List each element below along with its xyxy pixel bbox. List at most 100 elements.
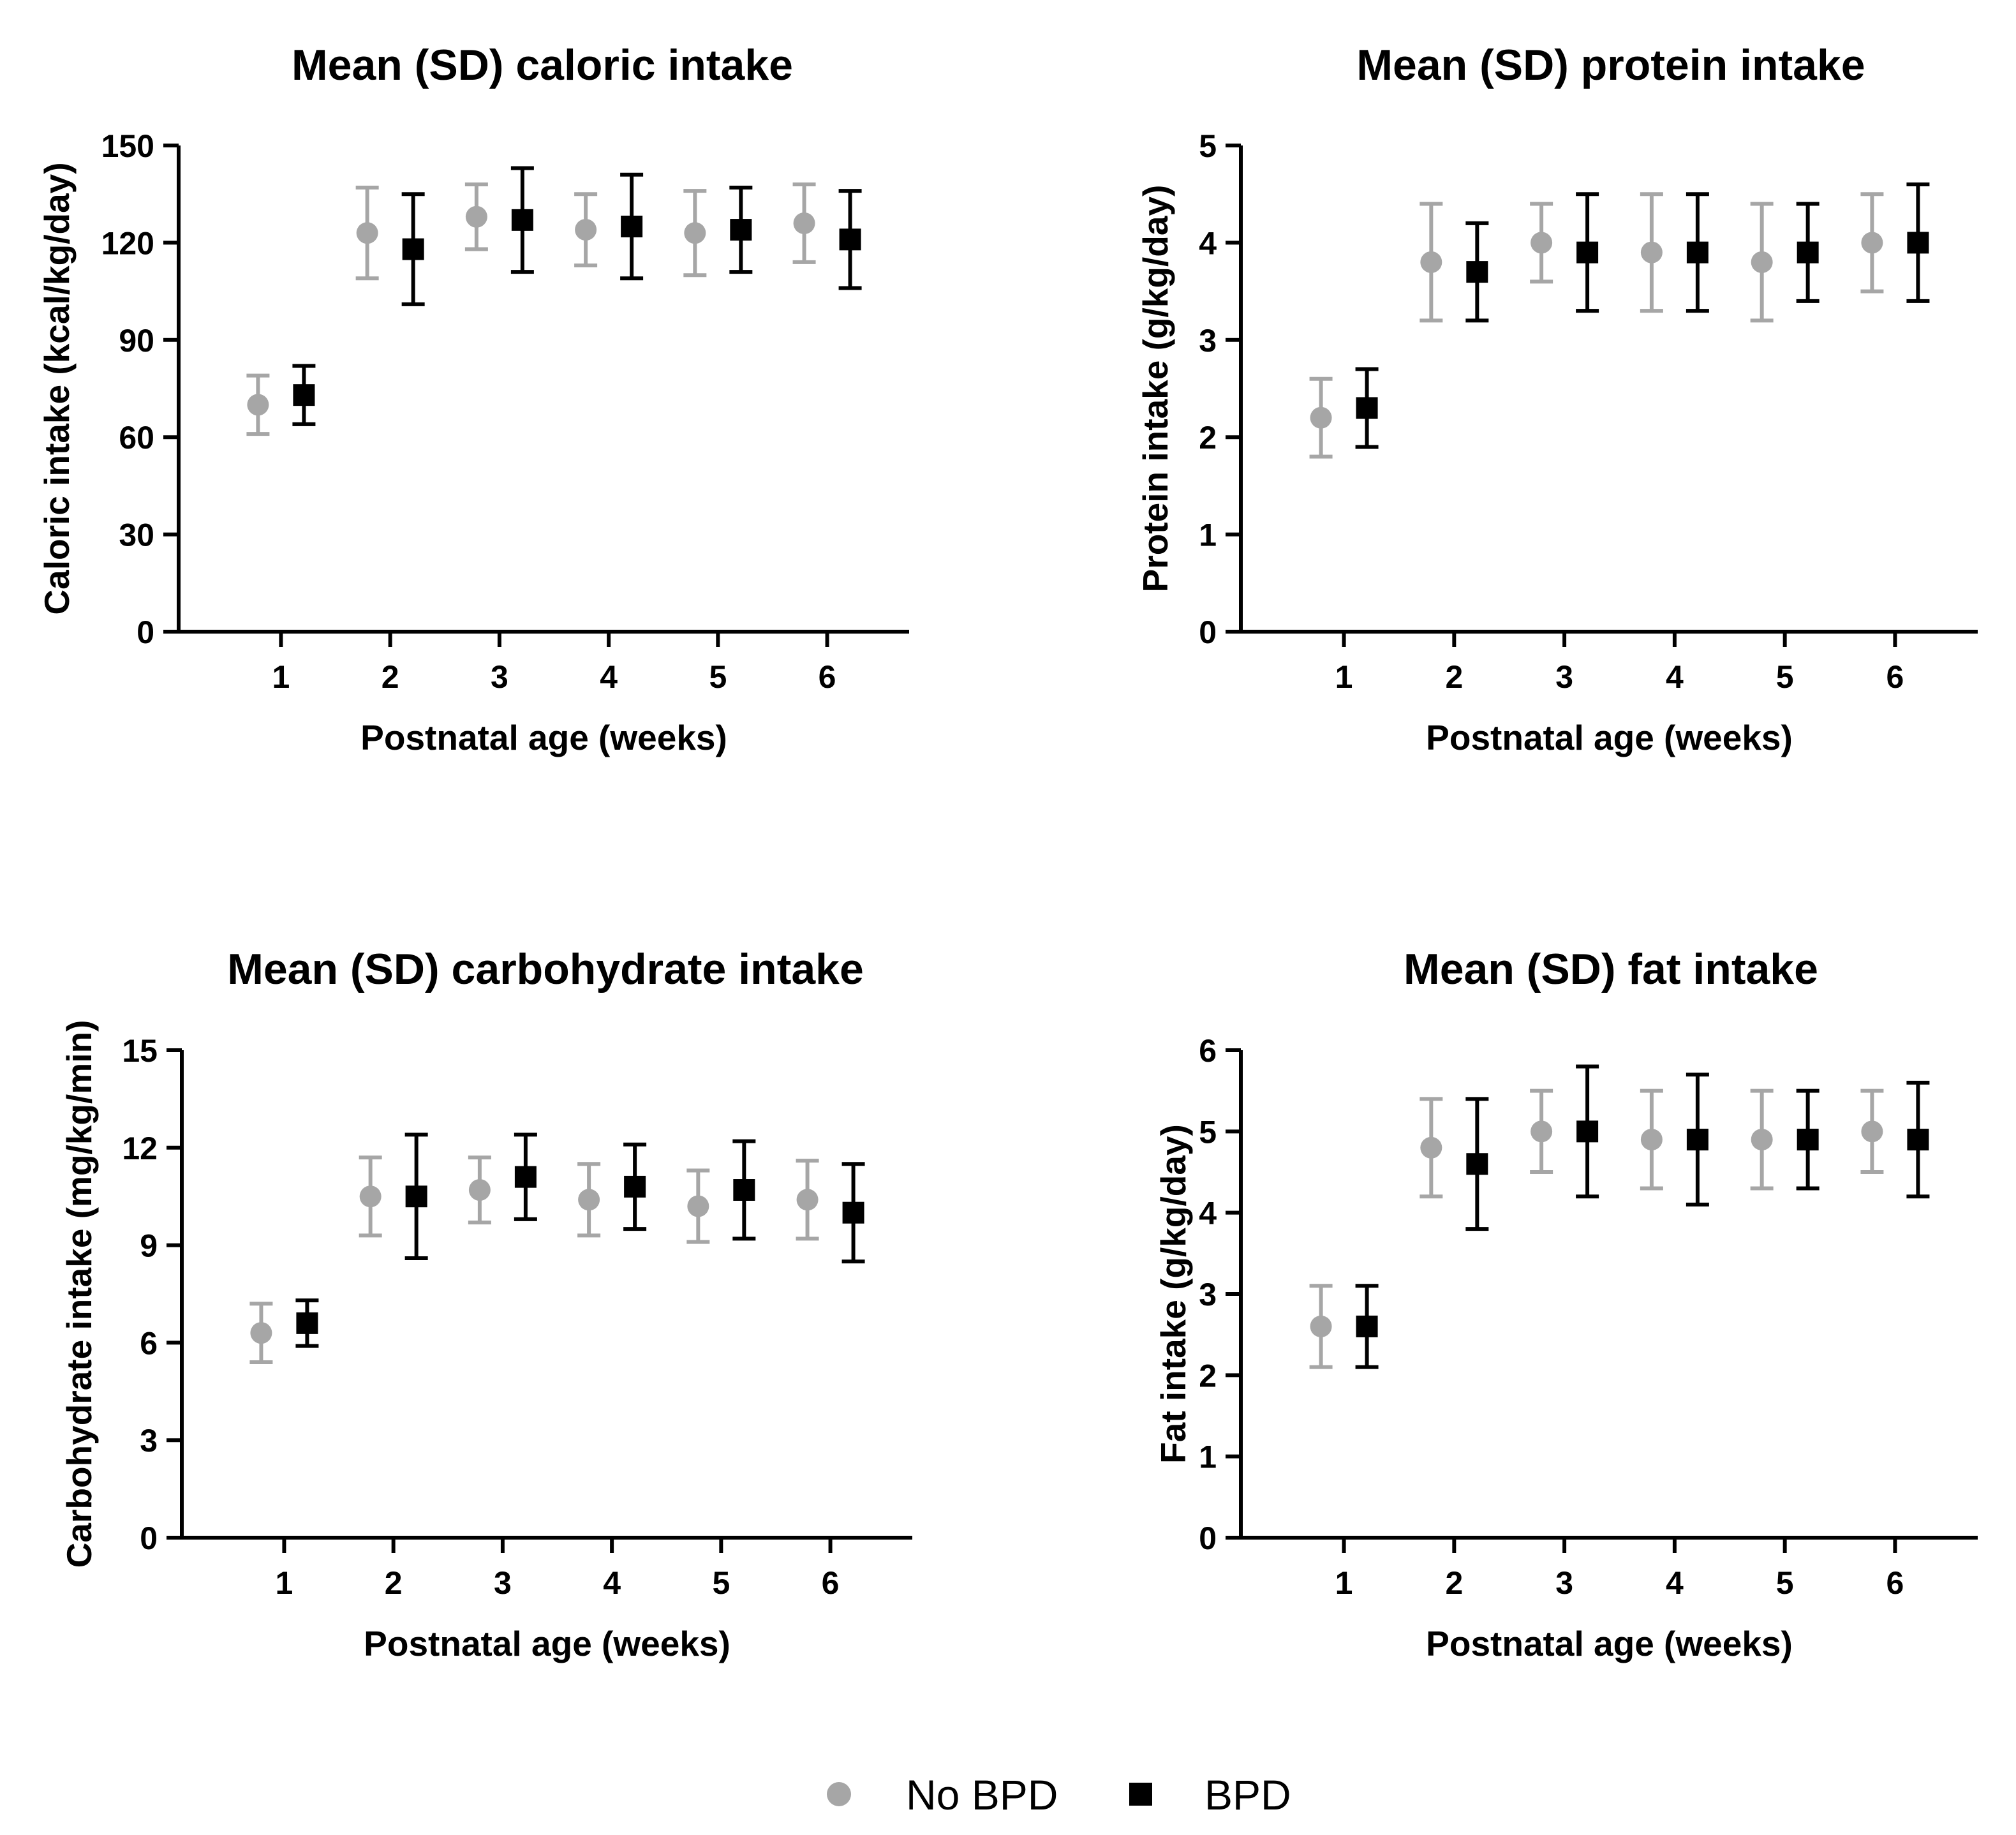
fat-x-tick-label: 2 <box>1445 1565 1463 1601</box>
caloric-y-tick-label: 150 <box>101 128 154 164</box>
legend-no-bpd-label: No BPD <box>906 1771 1058 1818</box>
fat-no-bpd-point <box>1861 1120 1883 1143</box>
protein-y-tick-label: 4 <box>1199 225 1217 261</box>
protein-x-tick-label: 5 <box>1776 659 1794 695</box>
caloric-x-tick-label: 4 <box>600 659 618 695</box>
caloric-x-tick-label: 2 <box>382 659 399 695</box>
fat-y-tick-label: 2 <box>1199 1358 1217 1393</box>
protein-no-bpd-point <box>1751 251 1773 273</box>
carbohydrate-x-tick-label: 1 <box>276 1565 293 1601</box>
carbohydrate-bpd-point <box>624 1175 646 1198</box>
fat-x-tick-label: 5 <box>1776 1565 1794 1601</box>
protein-y-tick-label: 2 <box>1199 420 1217 456</box>
legend: No BPD BPD <box>827 1771 1291 1818</box>
caloric-x-tick-label: 1 <box>272 659 290 695</box>
fat-y-tick-label: 1 <box>1199 1439 1217 1475</box>
caloric-bpd-point <box>511 209 533 231</box>
fat-bpd-point <box>1797 1129 1819 1151</box>
fat-x-axis-label: Postnatal age (weeks) <box>1426 1624 1793 1663</box>
carbohydrate-x-axis-label: Postnatal age (weeks) <box>364 1624 730 1663</box>
protein-x-tick-label: 6 <box>1886 659 1904 695</box>
carbohydrate-no-bpd-point <box>359 1185 382 1208</box>
protein-bpd-point <box>1356 397 1378 419</box>
fat-y-tick-label: 5 <box>1199 1114 1217 1150</box>
caloric-no-bpd-point <box>465 205 487 228</box>
carbohydrate-x-tick-label: 5 <box>712 1565 730 1601</box>
carbohydrate-x-tick-label: 3 <box>494 1565 512 1601</box>
fat-chart: Mean (SD) fat intake 0 1 2 3 4 5 6 1 2 3 4 5 6 Postnat… <box>1153 945 1978 1663</box>
protein-no-bpd-point <box>1640 241 1663 264</box>
protein-no-bpd-point <box>1420 251 1442 273</box>
fat-no-bpd-point <box>1420 1136 1442 1159</box>
fat-no-bpd-point <box>1751 1129 1773 1151</box>
protein-bpd-point <box>1907 232 1929 254</box>
fat-y-tick-label: 6 <box>1199 1033 1217 1069</box>
carbohydrate-y-tick-label: 12 <box>122 1131 158 1166</box>
fat-chart-title: Mean (SD) fat intake <box>1404 945 1818 993</box>
protein-no-bpd-point <box>1861 232 1883 254</box>
protein-y-tick-label: 1 <box>1199 517 1217 553</box>
caloric-x-tick-label: 5 <box>709 659 727 695</box>
legend-no-bpd-marker <box>827 1782 851 1806</box>
caloric-no-bpd-point <box>684 222 706 244</box>
caloric-x-tick-label: 3 <box>491 659 508 695</box>
fat-y-tick-label: 3 <box>1199 1277 1217 1312</box>
caloric-chart: Mean (SD) caloric intake 0 30 60 90 120 150 1 2 3… <box>37 41 909 757</box>
carbohydrate-bpd-point <box>296 1312 318 1334</box>
fat-y-tick-label: 0 <box>1199 1520 1217 1556</box>
caloric-y-tick-label: 60 <box>119 420 154 456</box>
protein-y-axis-label: Protein intake (g/kg/day) <box>1136 185 1175 593</box>
fat-no-bpd-point <box>1531 1120 1553 1143</box>
carbohydrate-bpd-point <box>842 1201 864 1224</box>
fat-no-bpd-point <box>1310 1315 1332 1337</box>
legend-bpd-marker <box>1129 1783 1152 1806</box>
caloric-x-tick-label: 6 <box>819 659 836 695</box>
caloric-y-tick-label: 120 <box>101 225 154 261</box>
protein-bpd-point <box>1466 261 1488 283</box>
carbohydrate-bpd-point <box>405 1185 427 1208</box>
caloric-y-tick-label: 30 <box>119 517 154 553</box>
carbohydrate-x-tick-label: 4 <box>603 1565 621 1601</box>
protein-x-axis-label: Postnatal age (weeks) <box>1426 718 1793 757</box>
protein-no-bpd-point <box>1531 232 1553 254</box>
carbohydrate-y-axis-label: Carbohydrate intake (mg/kg/min) <box>59 1020 99 1568</box>
protein-x-tick-label: 4 <box>1666 659 1684 695</box>
carbohydrate-no-bpd-point <box>796 1189 819 1211</box>
carbohydrate-y-tick-label: 15 <box>122 1033 158 1069</box>
protein-x-tick-label: 3 <box>1555 659 1573 695</box>
carbohydrate-bpd-point <box>733 1179 755 1201</box>
carbohydrate-y-tick-label: 0 <box>140 1520 158 1556</box>
caloric-no-bpd-point <box>356 222 378 244</box>
caloric-no-bpd-point <box>247 394 269 416</box>
carbohydrate-y-tick-label: 6 <box>140 1325 158 1361</box>
protein-bpd-point <box>1686 241 1708 264</box>
protein-y-tick-label: 0 <box>1199 614 1217 650</box>
fat-y-axis-label: Fat intake (g/kg/day) <box>1153 1124 1193 1464</box>
caloric-bpd-point <box>621 216 643 237</box>
protein-chart-title: Mean (SD) protein intake <box>1356 41 1865 89</box>
carbohydrate-no-bpd-point <box>468 1179 491 1201</box>
protein-bpd-point <box>1797 241 1819 264</box>
fat-bpd-point <box>1466 1153 1488 1175</box>
fat-y-tick-label: 4 <box>1199 1196 1217 1231</box>
carbohydrate-bpd-point <box>514 1166 537 1188</box>
legend-bpd-label: BPD <box>1204 1771 1291 1818</box>
caloric-bpd-point <box>839 228 861 251</box>
caloric-bpd-point <box>402 238 424 260</box>
protein-y-tick-label: 5 <box>1199 128 1217 164</box>
carbohydrate-x-tick-label: 2 <box>385 1565 403 1601</box>
fat-x-tick-label: 4 <box>1666 1565 1684 1601</box>
fat-x-tick-label: 3 <box>1555 1565 1573 1601</box>
protein-no-bpd-point <box>1310 406 1332 429</box>
caloric-chart-title: Mean (SD) caloric intake <box>292 41 793 89</box>
fat-bpd-point <box>1907 1129 1929 1151</box>
fat-no-bpd-point <box>1640 1129 1663 1151</box>
protein-bpd-point <box>1576 241 1599 264</box>
caloric-x-axis-label: Postnatal age (weeks) <box>360 718 727 757</box>
carbohydrate-chart-title: Mean (SD) carbohydrate intake <box>227 945 864 993</box>
caloric-y-tick-label: 90 <box>119 323 154 359</box>
protein-x-tick-label: 1 <box>1335 659 1353 695</box>
